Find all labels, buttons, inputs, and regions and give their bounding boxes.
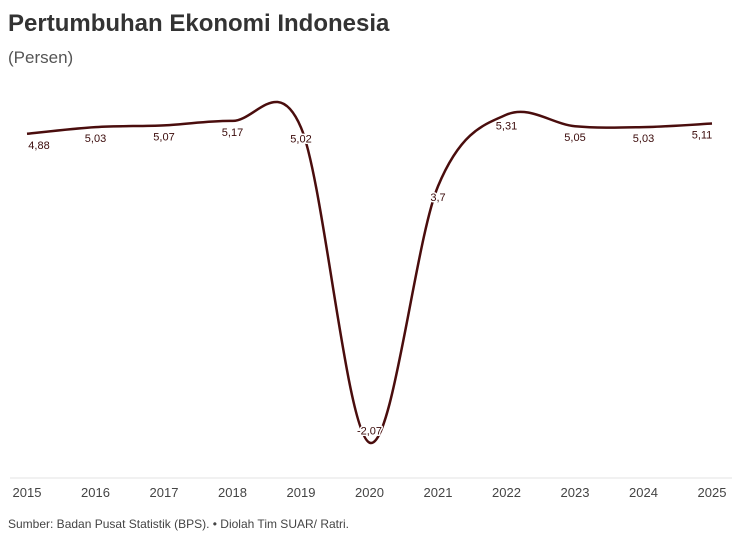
x-tick-label: 2025 — [698, 485, 727, 500]
x-tick-label: 2016 — [81, 485, 110, 500]
x-tick-label: 2022 — [492, 485, 521, 500]
source-note: Sumber: Badan Pusat Statistik (BPS). • D… — [8, 517, 349, 531]
data-label: 5,02 — [290, 134, 311, 146]
data-label: -2,07 — [357, 426, 382, 438]
chart-subtitle: (Persen) — [8, 48, 73, 67]
x-tick-label: 2024 — [629, 485, 658, 500]
line — [26, 100, 713, 444]
data-label: 5,11 — [692, 130, 713, 142]
chart-title: Pertumbuhan Ekonomi Indonesia — [8, 10, 390, 37]
x-tick-label: 2018 — [218, 485, 247, 500]
x-tick-label: 2017 — [150, 485, 179, 500]
data-label: 5,05 — [564, 132, 585, 144]
x-tick-label: 2021 — [424, 485, 453, 500]
data-label: 5,03 — [85, 133, 106, 145]
data-label: 5,03 — [633, 133, 654, 145]
data-label: 5,07 — [153, 131, 174, 143]
data-label: 5,17 — [222, 127, 243, 139]
x-tick-label: 2015 — [13, 485, 42, 500]
x-tick-label: 2023 — [561, 485, 590, 500]
data-label: 3,7 — [430, 192, 445, 204]
x-tick-label: 2019 — [287, 485, 316, 500]
data-label: 5,31 — [496, 121, 517, 133]
data-label: 4,88 — [28, 140, 49, 152]
x-tick-label: 2020 — [355, 485, 384, 500]
